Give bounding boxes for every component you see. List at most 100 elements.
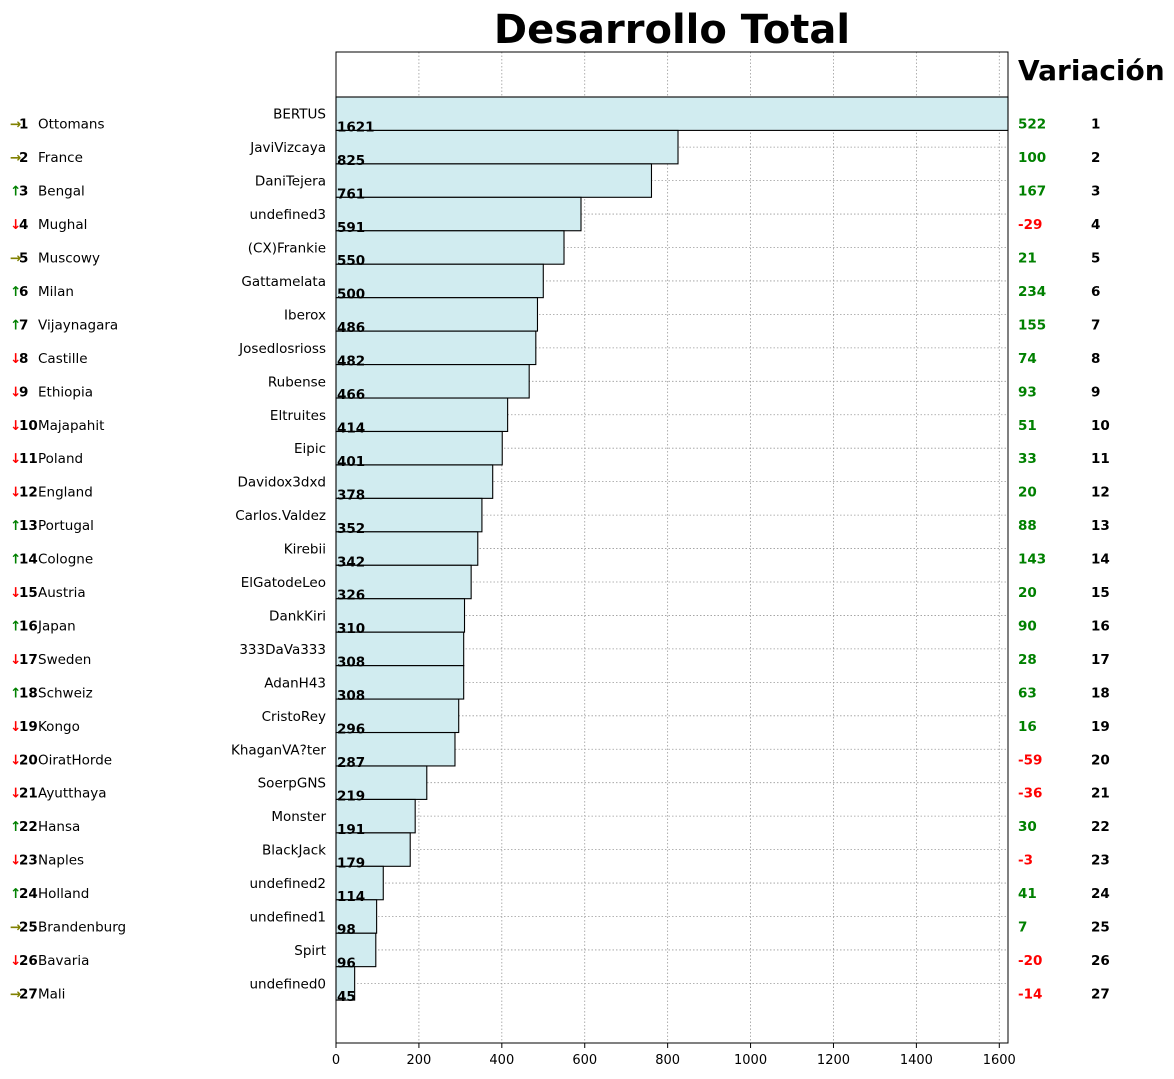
variation-rank: 25 — [1091, 920, 1110, 936]
rank-number: 13 — [19, 518, 38, 534]
category-label: 333DaVa333 — [239, 642, 326, 658]
bar — [335, 163, 653, 198]
x-tick-label: 200 — [406, 1053, 431, 1068]
trend-arrow: → — [10, 920, 21, 936]
trend-arrow: → — [10, 986, 21, 1002]
variation-value: 28 — [1018, 652, 1037, 668]
data-label: 296 — [337, 722, 365, 738]
variation-value: 74 — [1018, 351, 1037, 367]
trend-arrow: ↓ — [10, 853, 21, 869]
variation-rank: 22 — [1091, 819, 1110, 835]
category-label: Eltruites — [270, 408, 326, 424]
variation-rank: 10 — [1091, 418, 1110, 434]
country-name: Sweden — [38, 652, 91, 668]
variation-rank: 8 — [1091, 351, 1100, 367]
bar — [335, 765, 428, 800]
data-label: 308 — [337, 688, 365, 704]
data-label: 414 — [337, 420, 365, 436]
category-label: Carlos.Valdez — [235, 508, 326, 524]
country-name: Brandenburg — [38, 920, 126, 936]
variation-rank: 1 — [1091, 117, 1100, 133]
country-name: Majapahit — [38, 418, 104, 434]
trend-arrow: ↑ — [10, 618, 21, 634]
rank-number: 12 — [19, 485, 38, 501]
trend-arrow: ↑ — [10, 819, 21, 835]
country-name: Muscowy — [38, 251, 100, 267]
data-label: 326 — [337, 588, 365, 604]
country-name: Holland — [38, 886, 89, 902]
bar — [335, 297, 539, 332]
variation-value: -29 — [1018, 217, 1042, 233]
variation-rank: 19 — [1091, 719, 1110, 735]
country-name: France — [38, 150, 83, 166]
data-label: 191 — [337, 822, 365, 838]
data-label: 500 — [337, 287, 365, 303]
variation-value: 63 — [1018, 685, 1037, 701]
variation-rank: 4 — [1091, 217, 1100, 233]
category-label: KhaganVA?ter — [231, 742, 326, 758]
country-name: Hansa — [38, 819, 80, 835]
data-label: 466 — [337, 387, 365, 403]
rank-number: 6 — [19, 284, 28, 300]
country-name: Cologne — [38, 552, 93, 568]
variation-rank: 23 — [1091, 853, 1110, 869]
rank-number: 16 — [19, 618, 38, 634]
variation-rank: 15 — [1091, 585, 1110, 601]
category-label: JaviVizcaya — [249, 140, 326, 156]
bar — [335, 631, 465, 667]
variation-value: -36 — [1018, 786, 1042, 802]
variation-value: 143 — [1018, 552, 1046, 568]
variation-rank: 24 — [1091, 886, 1110, 902]
trend-arrow: ↑ — [10, 317, 21, 333]
trend-arrow: ↓ — [10, 384, 21, 400]
label-layer: BERTUS 1621 JaviVizcaya 825 DaniTejera 761 und… — [231, 107, 375, 1005]
data-label: 591 — [337, 220, 365, 236]
category-label: Rubense — [268, 374, 326, 390]
rank-number: 22 — [19, 819, 38, 835]
bar — [335, 531, 479, 566]
variation-value: 522 — [1018, 117, 1046, 133]
rank-number: 21 — [19, 786, 38, 802]
bar — [335, 230, 565, 265]
country-name: Bavaria — [38, 953, 89, 969]
category-label: AdanH43 — [264, 675, 326, 691]
rank-number: 10 — [19, 418, 38, 434]
rank-number: 14 — [19, 552, 38, 568]
left-ranking-table: →1 Ottomans→2 France↑3 Bengal↓4 Mughal→5 Musc… — [10, 117, 126, 1003]
rank-number: 25 — [19, 920, 38, 936]
category-label: CristoRey — [262, 709, 326, 725]
variation-rank: 18 — [1091, 685, 1110, 701]
variation-rank: 11 — [1091, 451, 1110, 467]
x-axis: 0 200 400 600 800 1000 1200 1400 1600 — [332, 1043, 1016, 1068]
data-label: 1621 — [337, 119, 375, 135]
category-label: DaniTejera — [255, 174, 326, 190]
rank-number: 23 — [19, 853, 38, 869]
bar-layer — [335, 96, 1009, 1001]
data-label: 114 — [337, 889, 365, 905]
variation-rank: 20 — [1091, 752, 1110, 768]
country-name: England — [38, 485, 93, 501]
variation-rank: 5 — [1091, 251, 1100, 267]
category-label: Iberox — [284, 307, 326, 323]
trend-arrow: ↓ — [10, 953, 21, 969]
data-label: 486 — [337, 320, 365, 336]
country-name: Mali — [38, 986, 65, 1002]
data-label: 219 — [337, 788, 365, 804]
variation-value: 88 — [1018, 518, 1037, 534]
variation-value: 93 — [1018, 384, 1037, 400]
variation-value: -3 — [1018, 853, 1033, 869]
bar — [335, 129, 679, 165]
x-tick-label: 1200 — [817, 1053, 850, 1068]
rank-number: 18 — [19, 685, 38, 701]
variation-value: 167 — [1018, 184, 1046, 200]
country-name: Kongo — [38, 719, 80, 735]
trend-arrow: ↓ — [10, 786, 21, 802]
bar — [335, 196, 582, 232]
category-label: (CX)Frankie — [248, 241, 326, 257]
bar — [335, 731, 456, 767]
category-label: undefined3 — [249, 207, 326, 223]
trend-arrow: ↓ — [10, 719, 21, 735]
rank-number: 17 — [19, 652, 38, 668]
